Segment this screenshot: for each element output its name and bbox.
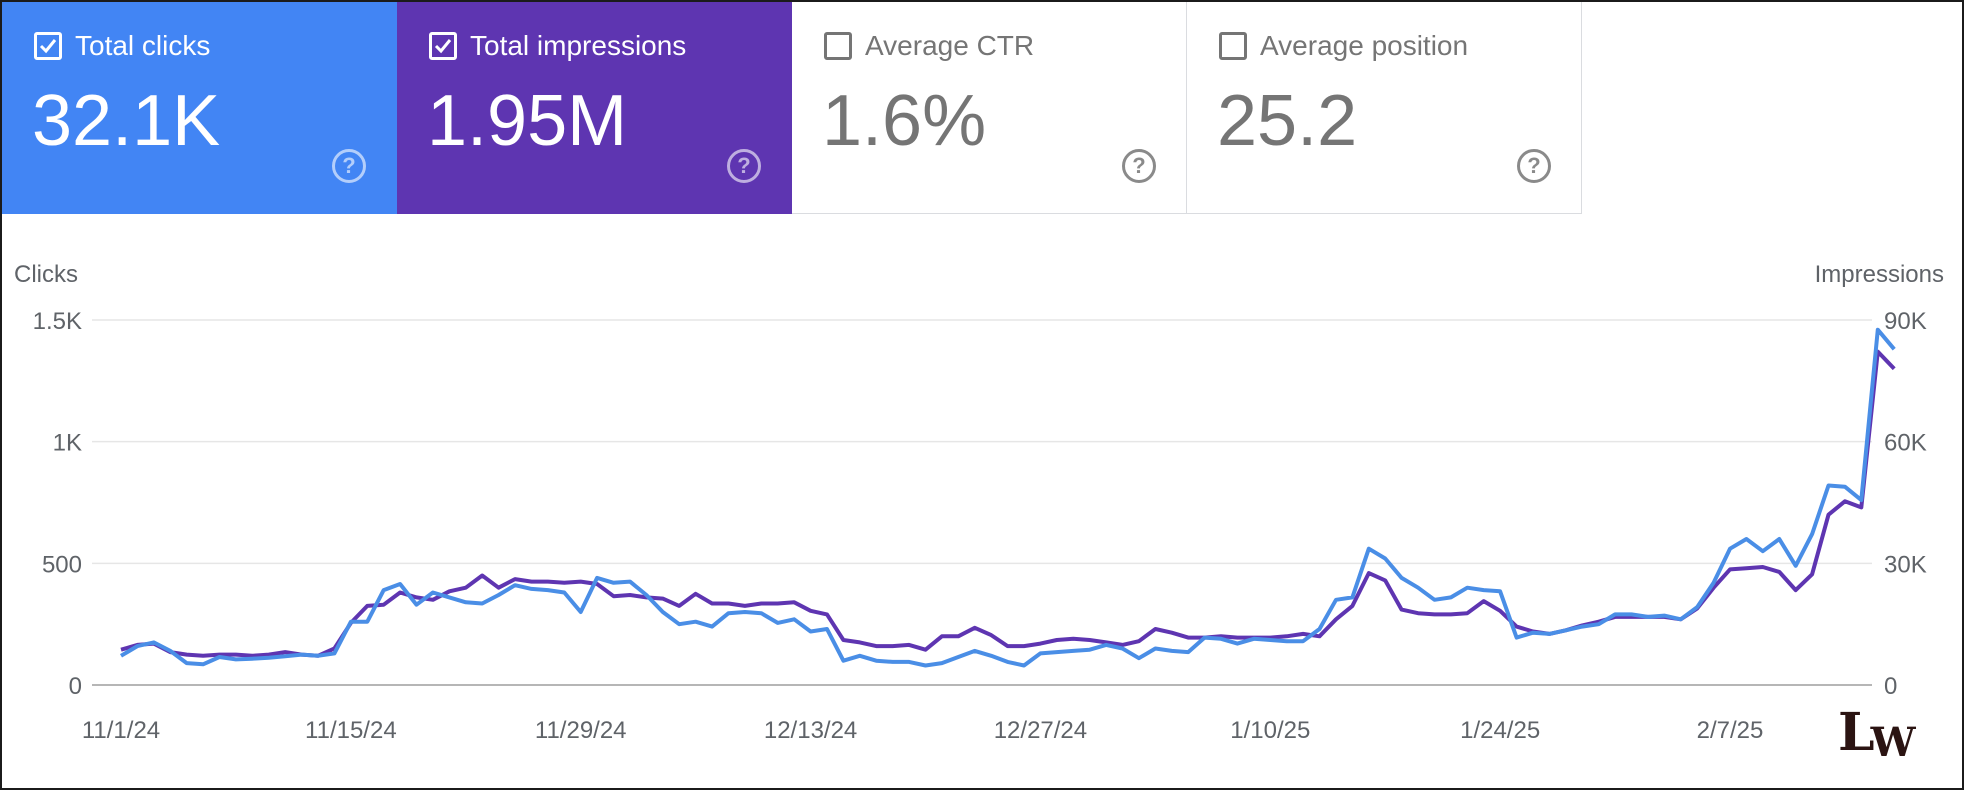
x-tick-label: 2/7/25 <box>1697 717 1764 744</box>
logo-letter-w: W <box>1870 719 1916 766</box>
gridlines <box>92 319 1872 686</box>
performance-line-chart: Clicks Impressions 0 0 500 30K 1K 60K 1.5K 90K 1… <box>14 261 1944 744</box>
total-clicks-checkbox[interactable] <box>34 32 62 60</box>
help-icon[interactable]: ? <box>1122 149 1156 183</box>
y-right-tick-label: 30K <box>1884 551 1927 578</box>
average-position-checkbox[interactable] <box>1219 32 1247 60</box>
x-tick-label: 1/24/25 <box>1460 717 1540 744</box>
y-right-tick-label: 0 <box>1884 673 1897 700</box>
total-clicks-label: Total clicks <box>75 30 211 61</box>
average-ctr-label: Average CTR <box>865 30 1035 61</box>
y-right-axis-title: Impressions <box>1815 261 1944 288</box>
clicks-series-line <box>119 327 1896 668</box>
total-impressions-label: Total impressions <box>470 30 687 61</box>
help-icon[interactable]: ? <box>332 149 366 183</box>
y-left-tick-label: 1K <box>53 430 82 457</box>
y-right-tick-label: 90K <box>1884 308 1927 335</box>
total-impressions-value: 1.95M <box>427 81 628 161</box>
x-tick-label: 1/10/25 <box>1230 717 1310 744</box>
average-position-label: Average position <box>1260 30 1469 61</box>
x-tick-label: 11/29/24 <box>535 717 627 744</box>
average-ctr-checkbox[interactable] <box>824 32 852 60</box>
x-tick-label: 11/1/24 <box>82 717 160 744</box>
average-ctr-card[interactable]: Average CTR 1.6% ? <box>792 2 1187 214</box>
help-icon[interactable]: ? <box>727 149 761 183</box>
total-clicks-value: 32.1K <box>32 81 221 161</box>
y-right-tick-label: 60K <box>1884 430 1927 457</box>
series-lines <box>119 327 1896 668</box>
lw-logo: LW <box>1838 702 1916 766</box>
average-position-value: 25.2 <box>1217 81 1358 161</box>
y-left-tick-label: 0 <box>69 673 82 700</box>
total-impressions-card[interactable]: Total impressions 1.95M ? <box>397 2 792 214</box>
y-left-axis-title: Clicks <box>14 261 78 288</box>
total-clicks-card[interactable]: Total clicks 32.1K ? <box>2 2 397 214</box>
impressions-series-line <box>120 349 1896 658</box>
x-tick-label: 12/27/24 <box>994 717 1087 744</box>
x-tick-label: 11/15/24 <box>305 717 397 744</box>
help-icon[interactable]: ? <box>1517 149 1551 183</box>
average-ctr-value: 1.6% <box>822 81 987 161</box>
x-tick-label: 12/13/24 <box>764 717 857 744</box>
y-left-tick-label: 500 <box>42 551 82 578</box>
average-position-card[interactable]: Average position 25.2 ? <box>1187 2 1582 214</box>
y-left-tick-label: 1.5K <box>33 308 82 335</box>
logo-letter-l: L <box>1838 702 1875 763</box>
total-impressions-checkbox[interactable] <box>429 32 457 60</box>
metric-cards: Total clicks 32.1K ? Total impressions 1… <box>2 2 1582 214</box>
axis-ticks: 0 0 500 30K 1K 60K 1.5K 90K 11/1/24 11/15/24 11/29… <box>33 308 1927 744</box>
